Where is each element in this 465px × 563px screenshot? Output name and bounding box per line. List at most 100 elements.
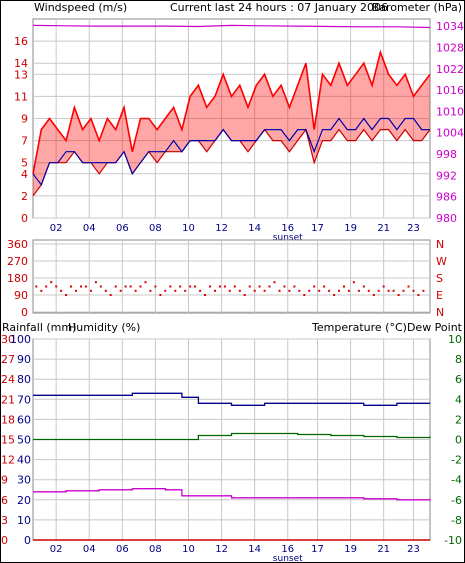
panel2-compass-label: E: [436, 289, 443, 302]
panel2-left-tick-label: 90: [14, 289, 28, 302]
panel3-x-axis: 02 04 06 08 10 12 14 16 17 19 21 23 sunset: [50, 544, 420, 563]
windspeed-label: Windspeed (m/s): [34, 1, 127, 14]
direction-point: [114, 285, 117, 288]
direction-point: [343, 285, 345, 288]
panel1-left-tick-label: 7: [21, 135, 28, 148]
panel2-left-tick-label: 270: [7, 255, 28, 268]
direction-point: [382, 285, 385, 288]
panel2-grid: [33, 240, 430, 313]
panel1-x-tick-label: 23: [407, 223, 420, 234]
panel1-left-tick-label: 5: [21, 157, 28, 170]
direction-point: [228, 289, 231, 292]
direction-point: [288, 289, 291, 292]
panel1-x-tick-label: 06: [116, 223, 129, 234]
humidity-label: Humidity (%): [68, 321, 140, 334]
direction-point: [35, 285, 38, 288]
panel1-right-tick-label: 998: [436, 148, 457, 161]
direction-point: [233, 285, 236, 288]
direction-point: [248, 285, 251, 288]
panel3-x-tick-label: 16: [281, 544, 294, 555]
direction-point: [347, 289, 350, 292]
direction-point: [313, 285, 316, 288]
windspeed-series-line: [32, 49, 431, 174]
rainfall-label: Rainfall (mm): [2, 321, 76, 334]
panel1-right-tick-label: 986: [436, 191, 457, 204]
panel1-x-tick-label: 10: [182, 223, 195, 234]
panel1-right-tick-label: 1022: [436, 63, 464, 76]
panel2-compass-label: S: [436, 272, 443, 285]
panel3-x-tick-label: 02: [50, 544, 63, 555]
panel3-temperature-axis: -10 -8 -6 -4 -2 0 2 4 6 8 10: [444, 333, 462, 547]
panel3-series: [33, 392, 431, 541]
panel3-humidity-tick-label: 60: [17, 413, 31, 426]
direction-point: [303, 294, 306, 296]
panel3-x-tick-label: 12: [215, 544, 228, 555]
direction-point: [338, 289, 340, 292]
direction-point: [298, 289, 301, 292]
panel1-x-tick-label: 02: [50, 223, 63, 234]
panel3-rainfall-tick-label: 21: [1, 393, 15, 406]
direction-point: [372, 294, 375, 296]
direction-point: [392, 289, 395, 292]
direction-point: [139, 285, 142, 288]
direction-point: [129, 285, 132, 288]
direction-point: [179, 285, 182, 288]
direction-point: [144, 281, 147, 284]
panel2-left-tick-label: 0: [21, 306, 28, 319]
panel3-humidity-tick-label: 50: [17, 434, 31, 447]
panel3-x-tick-label: 06: [116, 544, 129, 555]
panel1-right-tick-label: 992: [436, 169, 457, 182]
panel3-humidity-tick-label: 20: [17, 494, 31, 507]
direction-point: [407, 285, 410, 288]
panel1-right-tick-label: 1004: [436, 127, 464, 140]
direction-point: [199, 289, 202, 292]
panel3-temperature-tick-label: -6: [451, 494, 462, 507]
panel3-rainfall-tick-label: 12: [1, 454, 15, 467]
direction-point: [104, 289, 107, 292]
panel3-temperature-tick-label: 0: [455, 434, 462, 447]
direction-point: [377, 289, 380, 292]
panel1-left-tick-label: 2: [21, 190, 28, 203]
panel1-left-tick-label: 4: [21, 168, 28, 181]
direction-point: [65, 294, 68, 296]
panel2-left-axis: 0 90 180 270 360: [7, 238, 28, 319]
panel1-left-tick-label: 9: [21, 113, 28, 126]
dewpoint-series-line: [33, 488, 431, 501]
panel3-temperature-tick-label: 2: [455, 413, 462, 426]
panel3-humidity-tick-label: 70: [17, 393, 31, 406]
direction-point: [159, 294, 162, 296]
direction-point: [40, 289, 43, 292]
direction-point: [134, 289, 137, 292]
direction-point: [214, 289, 216, 292]
panel3-humidity-tick-label: 80: [17, 373, 31, 386]
direction-point: [422, 289, 425, 292]
direction-point: [184, 289, 187, 292]
direction-point: [45, 285, 48, 288]
panel3-temperature-tick-label: -10: [444, 534, 462, 547]
panel1-x-tick-label: 17: [311, 223, 324, 234]
panel1-right-axis: 980 986 992 998 1004 1010 1016 1022 1028 1034: [436, 20, 464, 225]
panel1-right-tick-label: 1010: [436, 105, 464, 118]
panel3-x-tick-label: 04: [83, 544, 96, 555]
panel1-x-tick-label: 16: [281, 223, 294, 234]
direction-point: [124, 285, 127, 288]
panel1-right-tick-label: 1016: [436, 84, 464, 97]
panel1-x-tick-label: 14: [248, 223, 261, 234]
panel3-humidity-axis: 0 10 20 30 40 50 60 70 80 90 100: [10, 333, 31, 547]
direction-point: [308, 289, 311, 292]
average-windspeed-series-line: [32, 117, 430, 187]
direction-point: [194, 285, 197, 288]
direction-point: [75, 289, 77, 292]
panel1-left-tick-label: 13: [14, 68, 28, 81]
panel3-temperature-tick-label: -2: [451, 454, 462, 467]
panel2-compass-label: N: [436, 306, 444, 319]
panel3-humidity-tick-label: 30: [17, 474, 31, 487]
barometer-label: Barometer (hPa): [372, 1, 462, 14]
temperature-label: Temperature (°C): [311, 321, 407, 334]
direction-point: [238, 289, 241, 292]
direction-point: [263, 289, 266, 292]
